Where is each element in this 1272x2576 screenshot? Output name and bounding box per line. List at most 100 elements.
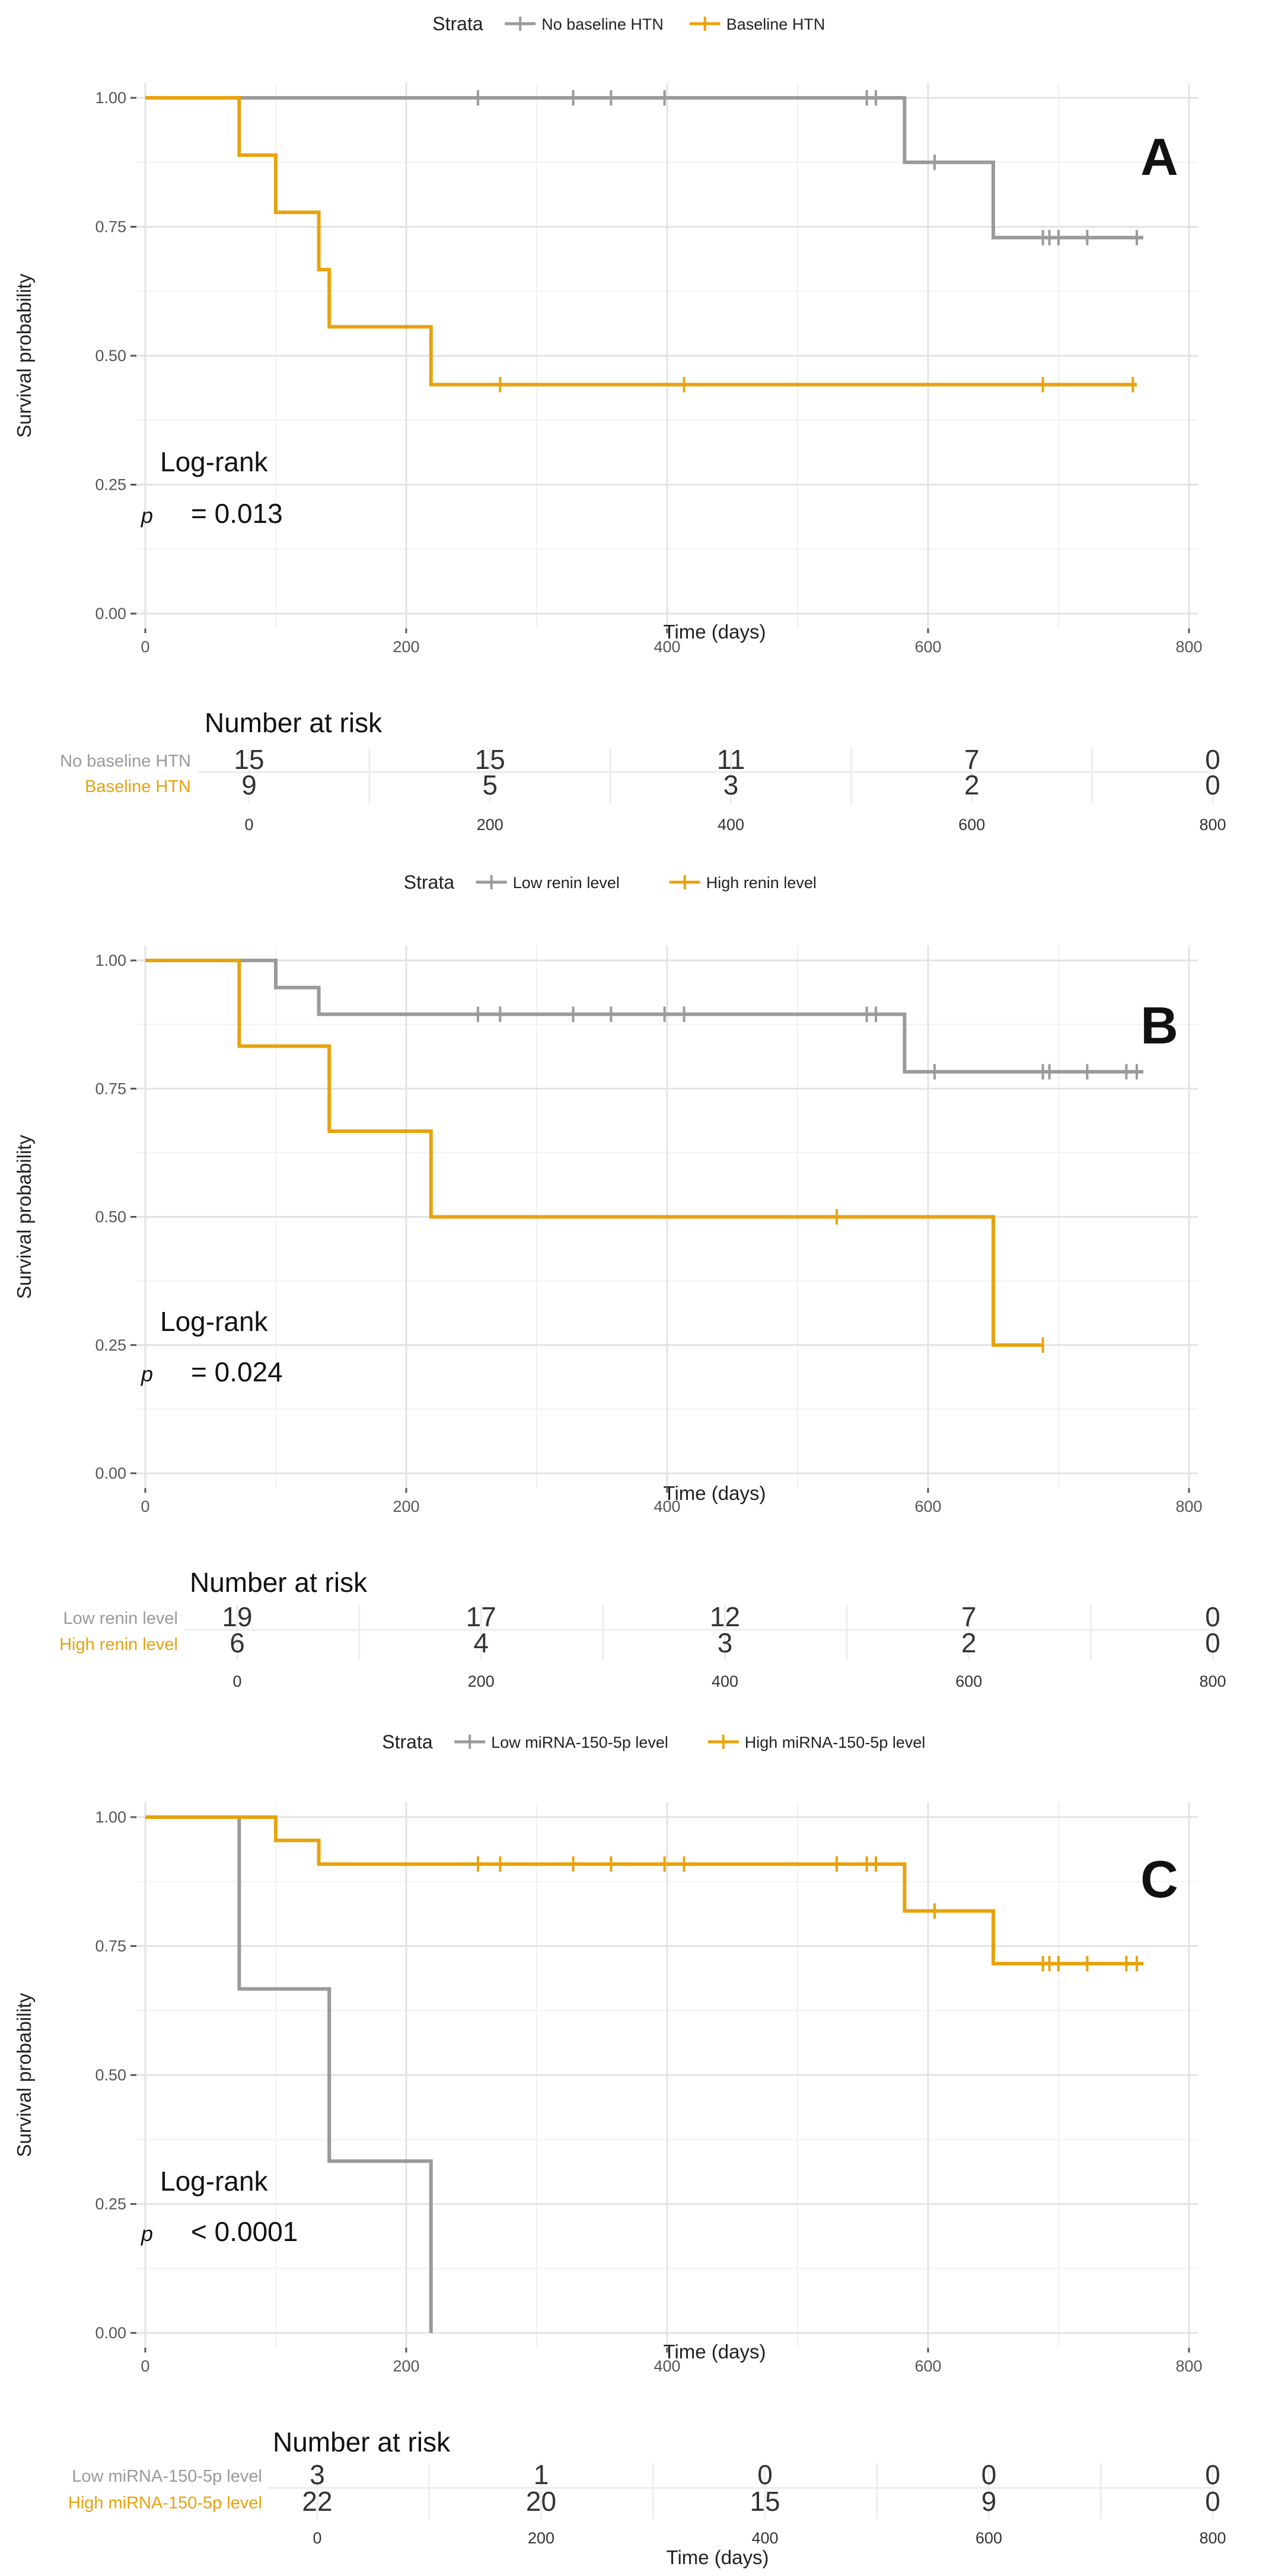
risk-row-label: High renin level (59, 1635, 178, 1654)
risk-time-tick: 600 (958, 816, 985, 834)
y-tick-label: 0.75 (95, 218, 126, 236)
risk-row-label: High miRNA-150-5p level (68, 2494, 262, 2513)
legend-item: No baseline HTN (505, 15, 664, 33)
y-tick-label: 0.00 (95, 2324, 126, 2342)
panel-a: Strata No baseline HTN Baseline HTN 0 200 400… (13, 13, 1226, 834)
survival-curve (145, 959, 1043, 1347)
panel-letter: B (1140, 996, 1178, 1055)
risk-time-tick: 800 (1199, 2529, 1226, 2547)
y-tick-label: 1.00 (95, 89, 126, 107)
risk-count: 20 (526, 2486, 556, 2517)
x-tick-label: 0 (141, 1498, 149, 1515)
legend-item: Low renin level (476, 874, 620, 892)
series-grey (145, 959, 1143, 1080)
x-tick-label: 0 (141, 2357, 149, 2375)
legend-label: High miRNA-150-5p level (745, 1734, 926, 1751)
legend-item: High renin level (669, 874, 817, 892)
risk-count: 3 (310, 2459, 325, 2490)
legend-label: Low renin level (513, 874, 620, 892)
panel-c: Strata Low miRNA-150-5p level High miRNA-1… (13, 1731, 1226, 2568)
y-tick-label: 0.00 (95, 1464, 126, 1482)
risk-count: 7 (964, 744, 980, 775)
risk-count: 9 (241, 770, 257, 800)
risk-row: High miRNA-150-5p level 22 20 15 9 0 (68, 2486, 1220, 2517)
risk-row: No baseline HTN 15 15 11 7 0 (60, 744, 1220, 775)
x-tick-label: 200 (393, 1498, 419, 1515)
risk-time-tick: 0 (244, 816, 253, 834)
risk-count: 17 (466, 1601, 496, 1632)
p-value: = 0.013 (191, 498, 283, 529)
x-tick-label: 200 (393, 638, 419, 656)
legend-item: Baseline HTN (689, 15, 825, 33)
risk-row-label: Baseline HTN (85, 777, 191, 796)
axes: 0 200 400 600 800 0.00 0.25 0.50 0.75 1.00 Time (d… (13, 952, 1203, 1515)
legend-title: Strata (404, 872, 455, 893)
risk-count: 22 (302, 2486, 332, 2517)
risk-time-tick: 200 (468, 1672, 495, 1690)
risk-time-tick: 600 (975, 2529, 1002, 2547)
risk-count: 2 (961, 1627, 977, 1658)
legend-title: Strata (382, 1731, 433, 1753)
survival-curve (145, 1815, 1143, 1966)
risk-time-tick: 800 (1199, 1672, 1226, 1690)
risk-count: 11 (717, 744, 745, 775)
risk-time-tick: 600 (955, 1672, 982, 1690)
series-orange (145, 959, 1044, 1353)
risk-time-tick: 0 (313, 2529, 321, 2547)
p-symbol: p (141, 2221, 153, 2246)
risk-count: 0 (1205, 1627, 1220, 1658)
x-tick-label: 400 (653, 638, 680, 656)
risk-time-tick: 800 (1199, 816, 1226, 834)
legend-title: Strata (432, 13, 483, 34)
risk-count: 9 (981, 2486, 997, 2517)
survival-curve (145, 959, 1143, 1074)
risk-row: High renin level 6 4 3 2 0 (59, 1627, 1220, 1658)
y-tick-label: 0.00 (95, 605, 126, 623)
x-tick-label: 600 (914, 638, 941, 656)
risk-count: 2 (964, 770, 980, 800)
legend: Strata Low miRNA-150-5p level High miRNA-1… (382, 1731, 925, 1753)
risk-row-label: Low miRNA-150-5p level (72, 2467, 262, 2486)
y-tick-label: 0.25 (95, 2195, 126, 2213)
risk-count: 15 (475, 744, 505, 775)
y-tick-label: 0.50 (95, 1208, 126, 1226)
risk-count: 19 (222, 1601, 252, 1632)
risk-table-title: Number at risk (273, 2427, 451, 2457)
risk-time-tick: 400 (718, 816, 744, 834)
grid (136, 83, 1198, 628)
x-tick-label: 0 (141, 638, 149, 656)
risk-count: 5 (482, 770, 498, 800)
risk-count: 15 (234, 744, 264, 775)
y-tick-label: 0.25 (95, 476, 126, 494)
logrank-label: Log-rank (160, 446, 269, 477)
x-tick-label: 800 (1175, 638, 1202, 656)
y-tick-label: 1.00 (95, 952, 126, 969)
panel-letter: C (1140, 1850, 1178, 1908)
risk-x-axis-title: Time (days) (667, 2546, 769, 2568)
axes: 0 200 400 600 800 0.00 0.25 0.50 0.75 1.00 Time (d… (13, 1808, 1203, 2375)
p-value: = 0.024 (191, 1356, 283, 1387)
y-axis-title: Survival probability (13, 1135, 35, 1299)
series-orange (145, 1815, 1143, 1972)
risk-count: 0 (1205, 1601, 1220, 1632)
legend-item: High miRNA-150-5p level (707, 1734, 926, 1751)
risk-count: 3 (723, 770, 739, 800)
y-tick-label: 0.75 (95, 1937, 126, 1955)
risk-time-tick: 0 (232, 1672, 241, 1690)
x-tick-label: 400 (653, 1498, 680, 1515)
legend: Strata Low renin level High renin level (404, 872, 817, 893)
y-axis-title: Survival probability (13, 273, 35, 438)
survival-curve (145, 96, 1137, 387)
risk-row: Baseline HTN 9 5 3 2 0 (85, 770, 1220, 800)
series-grey (145, 90, 1143, 245)
x-axis-title: Time (days) (664, 1482, 766, 1504)
p-value: < 0.0001 (191, 2216, 298, 2247)
risk-time-tick: 200 (477, 816, 503, 834)
series-orange (145, 96, 1137, 392)
risk-count: 0 (1205, 2486, 1220, 2517)
risk-time-tick: 200 (528, 2529, 554, 2547)
x-tick-label: 600 (914, 1498, 941, 1515)
